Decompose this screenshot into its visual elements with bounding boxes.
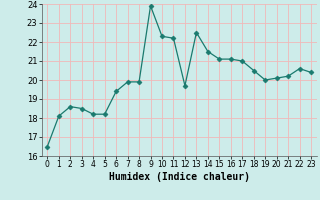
X-axis label: Humidex (Indice chaleur): Humidex (Indice chaleur) [109, 172, 250, 182]
